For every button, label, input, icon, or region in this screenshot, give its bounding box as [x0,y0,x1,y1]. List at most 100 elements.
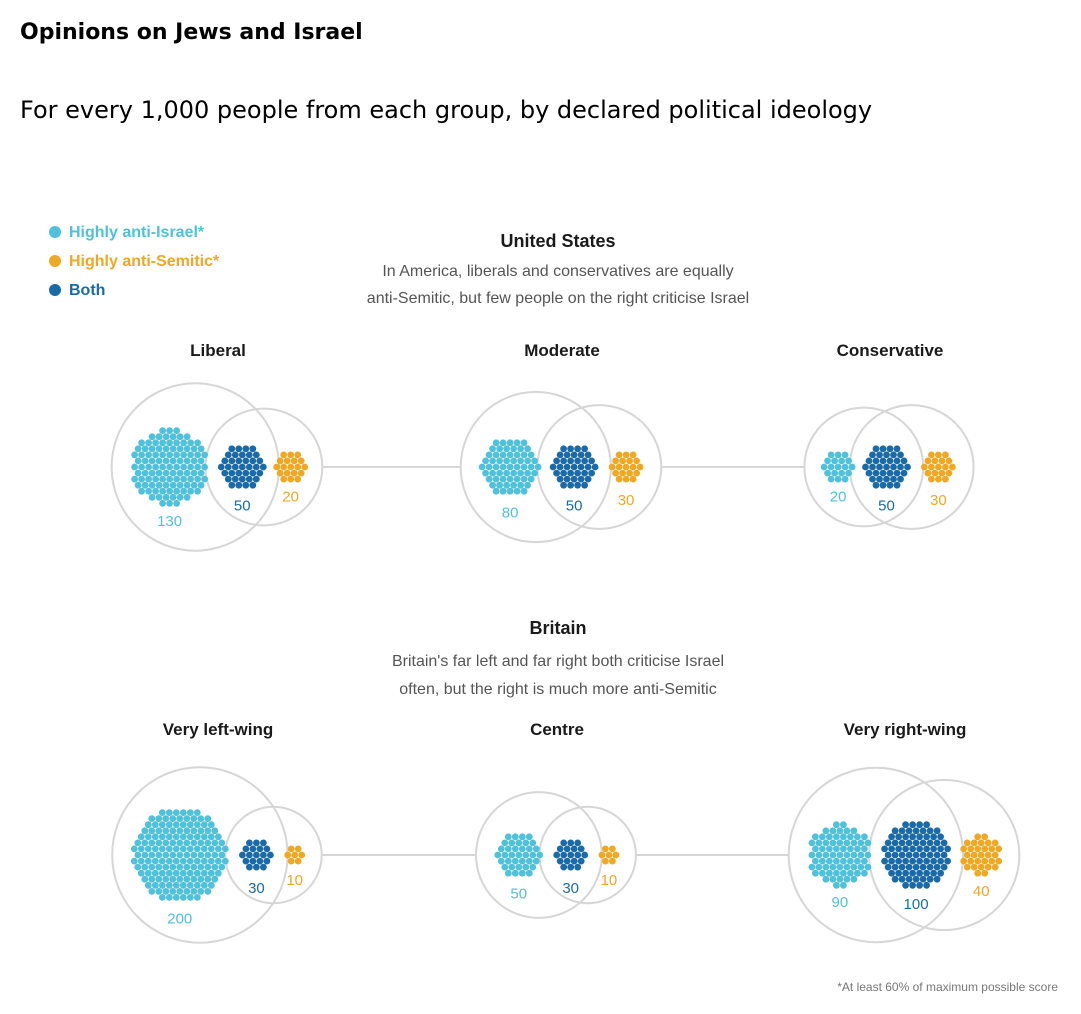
dot [169,493,177,501]
dot [155,481,163,489]
dot [172,833,180,841]
dot [294,451,302,459]
dot [636,463,644,471]
dot [838,469,845,477]
dot [197,815,205,822]
dot [169,481,177,489]
dot [155,493,163,501]
dot [294,475,302,483]
dot [574,839,582,847]
value-label-both: 100 [904,896,929,913]
dot [829,863,837,871]
dot [187,463,195,471]
dot [231,451,239,459]
dot [172,869,180,877]
dot [224,463,232,471]
dot [144,881,152,889]
dot [840,821,847,829]
dot [824,469,831,477]
dot [249,845,257,853]
legend-dot-anti_israel [49,226,61,238]
dot [176,827,184,835]
dot [567,445,574,453]
dot [905,827,913,835]
dot [148,457,156,465]
dot [239,851,246,859]
dot [179,894,187,901]
dot [895,833,902,841]
dot [228,481,236,489]
dot [173,451,181,459]
dot [190,815,198,822]
dot [145,463,153,471]
dot [194,463,202,471]
dot [499,487,507,495]
dot [522,839,530,847]
dot [134,863,142,871]
dot [833,833,840,841]
dot [141,457,149,465]
dot [574,469,581,477]
cluster-anti-israel [494,833,544,877]
cluster-both [553,839,589,871]
dot [845,457,852,465]
dot [242,457,250,465]
dot [510,481,517,489]
value-label-anti-israel: 80 [502,504,519,521]
dot [838,457,845,465]
dot [214,869,222,877]
dot [924,457,932,465]
dot [162,481,170,489]
dot [891,851,899,859]
dot [173,500,181,507]
dot [138,487,146,495]
dot [194,451,202,459]
dot [883,475,890,483]
dot [235,457,243,465]
dot [290,457,298,465]
dot [211,839,219,847]
dot [897,463,904,471]
cluster-anti-semitic [598,845,620,865]
dot [169,457,177,465]
dot [511,869,519,877]
dot [524,445,531,453]
dot [931,457,939,465]
dot [151,833,159,841]
dot [884,863,892,871]
dot [826,845,833,853]
legend-label-anti_semitic: Highly anti-Semitic* [69,253,220,270]
dot [850,839,858,847]
dot [815,863,823,871]
dot [138,463,146,471]
dot [284,851,292,859]
dot [834,475,842,483]
dot [831,457,838,465]
page-subtitle: For every 1,000 people from each group, … [20,96,873,124]
dot [155,469,163,477]
dot [506,475,514,483]
dot [180,463,188,471]
dot [841,475,849,483]
dot [872,457,880,465]
dot [912,863,920,871]
dot [622,451,630,459]
dot [518,845,526,853]
dot [820,463,828,471]
dot [897,451,904,459]
dot [176,839,184,847]
dot [518,869,526,877]
dot [256,845,264,853]
dot [155,815,163,822]
dot [162,839,170,847]
dot [556,463,564,471]
dot [919,863,927,871]
page-title: Opinions on Jews and Israel [20,20,363,45]
dot [926,839,934,847]
dot [183,469,191,477]
legend-label-anti_israel: Highly anti-Israel* [69,224,205,241]
dot [581,445,588,453]
dot [179,845,187,853]
legend-dot-anti_semitic [49,255,61,267]
dot [176,469,184,477]
